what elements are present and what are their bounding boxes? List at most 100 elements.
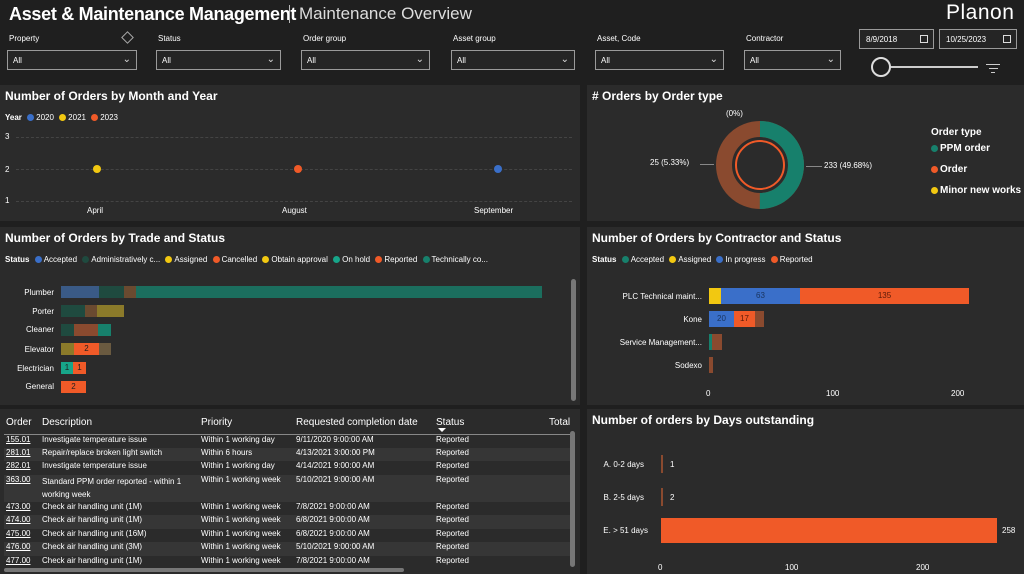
- legend-item-accepted[interactable]: Accepted: [34, 255, 77, 264]
- bar-segment-reported[interactable]: [712, 334, 722, 350]
- vertical-scrollbar[interactable]: [571, 279, 576, 401]
- legend-item-reported[interactable]: Reported: [375, 255, 417, 264]
- date-slider-track[interactable]: [882, 66, 978, 68]
- sort-descending-icon[interactable]: [438, 428, 446, 432]
- bar-segment-reported[interactable]: 2: [61, 381, 86, 393]
- order-link[interactable]: 477.00: [6, 555, 31, 565]
- order-link[interactable]: 363.00: [4, 474, 40, 502]
- filter-icon[interactable]: [986, 64, 1000, 74]
- bar-segment-reported[interactable]: 135: [800, 288, 969, 304]
- table-row[interactable]: 282.01 Investigate temperature issue Wit…: [4, 461, 570, 475]
- filter-asset-group-dropdown[interactable]: All ⌄: [451, 50, 575, 70]
- calendar-icon[interactable]: [920, 35, 928, 43]
- eraser-icon[interactable]: [121, 31, 134, 44]
- bar-segment-administratively[interactable]: [99, 286, 124, 298]
- order-link[interactable]: 476.00: [4, 542, 40, 556]
- legend-item-assigned[interactable]: Assigned: [165, 255, 207, 264]
- bar-segment-in-progress[interactable]: 63: [721, 288, 800, 304]
- horizontal-scrollbar[interactable]: [4, 568, 404, 572]
- bar-segment-accepted[interactable]: [709, 334, 712, 350]
- legend-item-administratively[interactable]: Administratively c...: [82, 255, 160, 264]
- filter-property-dropdown[interactable]: All ⌄: [7, 50, 137, 70]
- bar-segment-on-hold[interactable]: 1: [61, 362, 73, 374]
- bar-segment-cancelled[interactable]: [74, 324, 98, 336]
- legend-item-2023[interactable]: 2023: [91, 113, 118, 122]
- column-header-requested-date[interactable]: Requested completion date: [294, 412, 434, 435]
- bar-segment-reported[interactable]: [709, 357, 713, 373]
- cell-priority: Within 1 working week: [199, 515, 294, 529]
- bar-segment-technically-completed[interactable]: [136, 286, 542, 298]
- legend-label: 2021: [68, 113, 86, 122]
- bar-segment-in-progress[interactable]: 20: [709, 311, 734, 327]
- legend-item-cancelled[interactable]: Cancelled: [212, 255, 257, 264]
- order-link[interactable]: 475.00: [6, 528, 31, 538]
- bar-segment-accepted[interactable]: [61, 286, 99, 298]
- legend-item-order[interactable]: Order: [931, 164, 967, 175]
- table-row[interactable]: 475.00 Check air handling unit (16M) Wit…: [4, 529, 570, 543]
- column-header-total[interactable]: Total: [547, 412, 570, 435]
- bar-segment-obtain-approval[interactable]: [97, 305, 124, 317]
- donut-slice-ppm-order[interactable]: [716, 121, 804, 209]
- legend-item-in-progress[interactable]: In progress: [716, 255, 765, 264]
- data-point-2021-april[interactable]: [93, 165, 101, 173]
- legend-item-obtain-approval[interactable]: Obtain approval: [262, 255, 328, 264]
- order-link[interactable]: 281.01: [4, 447, 40, 461]
- bar-segment-administratively[interactable]: [61, 305, 85, 317]
- order-link[interactable]: 473.00: [6, 501, 31, 511]
- chart-legend: Status Accepted Assigned In progress Rep…: [592, 255, 816, 264]
- legend-label: Technically co...: [431, 255, 488, 264]
- date-start-input[interactable]: 8/9/2018: [859, 29, 934, 49]
- data-point-2020-september[interactable]: [494, 165, 502, 173]
- column-header-order[interactable]: Order: [4, 412, 40, 435]
- order-type-donut[interactable]: [714, 119, 806, 211]
- order-link[interactable]: 282.01: [6, 461, 31, 470]
- bar-0-2-days[interactable]: [661, 455, 663, 473]
- legend-item-minor-new-works[interactable]: Minor new works: [931, 185, 1021, 196]
- legend-item-2021[interactable]: 2021: [59, 113, 86, 122]
- table-row[interactable]: 363.00 Standard PPM order reported - wit…: [4, 474, 570, 502]
- order-link[interactable]: 155.01: [6, 434, 31, 444]
- filter-contractor-dropdown[interactable]: All ⌄: [744, 50, 841, 70]
- bar-segment-reported[interactable]: 1: [73, 362, 86, 374]
- bar-segment-reported[interactable]: 17: [734, 311, 755, 327]
- legend-item-reported[interactable]: Reported: [770, 255, 813, 264]
- table-row[interactable]: 473.00 Check air handling unit (1M) With…: [4, 502, 570, 516]
- bar-segment-reported[interactable]: 2: [74, 343, 99, 355]
- column-header-status[interactable]: Status: [434, 412, 547, 435]
- filter-asset-code-dropdown[interactable]: All ⌄: [595, 50, 724, 70]
- table-row[interactable]: 155.01 Investigate temperature issue Wit…: [4, 434, 570, 448]
- legend-item-technically[interactable]: Technically co...: [422, 255, 488, 264]
- calendar-icon[interactable]: [1003, 35, 1011, 43]
- table-row[interactable]: 281.01 Repair/replace broken light switc…: [4, 447, 570, 461]
- legend-item-on-hold[interactable]: On hold: [333, 255, 370, 264]
- bar-segment-administratively[interactable]: [61, 324, 74, 336]
- filter-status-dropdown[interactable]: All ⌄: [156, 50, 281, 70]
- filter-order-group-dropdown[interactable]: All ⌄: [301, 50, 430, 70]
- legend-item-ppm-order[interactable]: PPM order: [931, 143, 990, 154]
- date-slider-handle[interactable]: [871, 57, 891, 77]
- bar-segment-other[interactable]: [755, 311, 764, 327]
- table-row[interactable]: 477.00 Check air handling unit (1M) With…: [4, 556, 570, 570]
- order-link[interactable]: 474.00: [4, 515, 40, 529]
- table-row[interactable]: 476.00 Check air handling unit (3M) With…: [4, 542, 570, 556]
- cell-status: Reported: [436, 501, 469, 511]
- column-header-description[interactable]: Description: [40, 412, 199, 435]
- legend-item-assigned[interactable]: Assigned: [669, 255, 711, 264]
- data-point-2023-august[interactable]: [294, 165, 302, 173]
- cell-total: [547, 502, 570, 516]
- bar-segment-cancelled[interactable]: [85, 305, 97, 317]
- bar-2-5-days[interactable]: [661, 488, 663, 506]
- bar-segment-cancelled[interactable]: [124, 286, 136, 298]
- legend-item-2020[interactable]: 2020: [27, 113, 54, 122]
- bar-segment-cancelled[interactable]: [61, 343, 74, 355]
- column-header-priority[interactable]: Priority: [199, 412, 294, 435]
- bar-51-days[interactable]: [661, 518, 997, 543]
- vertical-scrollbar[interactable]: [570, 431, 575, 567]
- table-row[interactable]: 474.00 Check air handling unit (1M) With…: [4, 515, 570, 529]
- cell-priority: Within 6 hours: [199, 447, 294, 461]
- bar-segment-technically-completed[interactable]: [99, 343, 111, 355]
- legend-item-accepted[interactable]: Accepted: [621, 255, 664, 264]
- bar-segment-technically-completed[interactable]: [98, 324, 111, 336]
- bar-segment-assigned[interactable]: [709, 288, 721, 304]
- date-end-input[interactable]: 10/25/2023: [939, 29, 1017, 49]
